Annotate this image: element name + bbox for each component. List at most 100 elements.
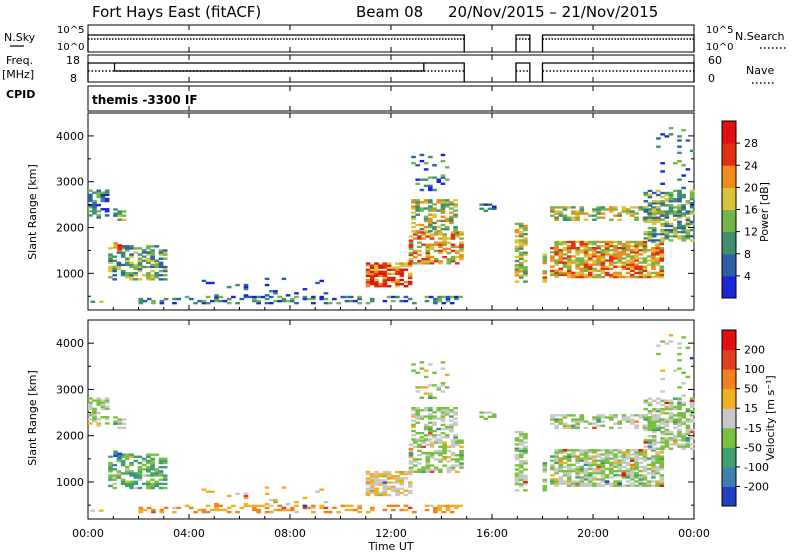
power-cell xyxy=(226,285,232,289)
velocity-cell xyxy=(659,465,665,469)
freq-unit: [MHz] xyxy=(2,68,34,81)
power-cell xyxy=(562,247,568,250)
power-cell xyxy=(214,294,219,297)
velocity-cell xyxy=(566,455,572,458)
power-cell xyxy=(408,245,414,248)
velocity-cell xyxy=(651,467,656,471)
velocity-cell xyxy=(162,486,168,490)
power-cell xyxy=(558,267,564,270)
power-cell xyxy=(419,207,425,210)
power-cell xyxy=(440,215,446,218)
power-cell xyxy=(138,301,144,305)
power-cell xyxy=(423,199,429,202)
power-cell xyxy=(600,206,606,209)
velocity-cell xyxy=(382,491,388,495)
velocity-cell xyxy=(399,470,405,474)
velocity-cell xyxy=(647,428,653,432)
power-cell xyxy=(689,222,695,226)
power-cell xyxy=(664,191,670,195)
velocity-cell xyxy=(121,418,127,421)
power-cell xyxy=(432,176,437,179)
power-cell xyxy=(514,259,520,263)
power-cell xyxy=(523,270,528,273)
power-cell xyxy=(550,251,555,254)
velocity-cell xyxy=(514,449,520,452)
power-cell xyxy=(146,251,151,254)
power-cell xyxy=(638,257,644,260)
velocity-cell xyxy=(621,457,627,460)
power-cell xyxy=(419,223,425,227)
power-cell xyxy=(575,265,580,268)
velocity-cell xyxy=(681,416,686,419)
velocity-cell xyxy=(378,493,383,497)
power-cell xyxy=(120,245,126,248)
velocity-cell xyxy=(369,508,375,512)
power-cell xyxy=(600,216,606,219)
power-cell xyxy=(660,214,665,217)
velocity-cell xyxy=(444,373,450,377)
velocity-cell xyxy=(608,465,614,469)
velocity-cell xyxy=(592,416,597,419)
power-cell xyxy=(643,191,649,195)
velocity-cell xyxy=(459,439,464,442)
velocity-cell xyxy=(575,461,580,464)
velocity-cell xyxy=(651,430,657,434)
power-cell xyxy=(617,257,623,260)
velocity-cell xyxy=(659,482,665,485)
velocity-cell xyxy=(432,417,437,420)
velocity-cell xyxy=(523,462,528,465)
power-cell xyxy=(617,242,623,246)
velocity-cell xyxy=(450,458,456,461)
power-cell xyxy=(681,239,686,242)
power-cell xyxy=(621,251,627,254)
velocity-cell xyxy=(129,482,134,486)
velocity-cell xyxy=(587,451,593,454)
velocity-cell xyxy=(374,472,379,476)
power-cell xyxy=(664,228,670,232)
power-cell xyxy=(428,176,433,179)
velocity-cell xyxy=(302,504,308,508)
velocity-cell xyxy=(323,500,329,504)
power-cell xyxy=(428,201,433,204)
power-cell xyxy=(433,297,438,301)
velocity-cell xyxy=(646,467,652,471)
velocity-cell xyxy=(429,443,435,446)
velocity-cell xyxy=(440,415,446,418)
velocity-cell xyxy=(146,480,151,483)
power-cell xyxy=(592,255,597,258)
velocity-cell xyxy=(518,472,524,475)
power-cell xyxy=(382,299,388,303)
velocity-cell xyxy=(205,510,211,514)
velocity-cell xyxy=(596,482,601,485)
velocity-cell xyxy=(438,468,443,471)
power-cell xyxy=(151,301,156,305)
power-cell xyxy=(129,263,134,267)
velocity-cell xyxy=(642,449,648,452)
velocity-cell xyxy=(613,416,618,419)
power-cell xyxy=(613,273,618,277)
velocity-cell xyxy=(98,509,104,512)
power-cell xyxy=(407,274,413,278)
power-cell xyxy=(423,201,429,204)
velocity-cell xyxy=(518,453,524,457)
velocity-cell xyxy=(117,452,123,455)
velocity-cell xyxy=(562,482,568,485)
power-cell xyxy=(613,206,618,209)
power-cell xyxy=(438,260,443,263)
velocity-cell xyxy=(142,508,148,512)
power-cell xyxy=(378,272,383,276)
power-cell xyxy=(441,295,447,299)
power-cell xyxy=(651,208,657,211)
power-cell xyxy=(621,267,627,270)
velocity-cell xyxy=(96,397,102,400)
power-cell xyxy=(415,205,421,208)
power-cell xyxy=(630,259,635,262)
power-cell xyxy=(638,271,644,275)
power-cell xyxy=(608,263,614,266)
power-cell xyxy=(608,255,614,258)
power-cell xyxy=(311,301,316,305)
power-cell xyxy=(625,247,631,250)
velocity-cell xyxy=(604,453,610,456)
power-cell xyxy=(647,189,653,193)
velocity-cell xyxy=(664,342,670,345)
